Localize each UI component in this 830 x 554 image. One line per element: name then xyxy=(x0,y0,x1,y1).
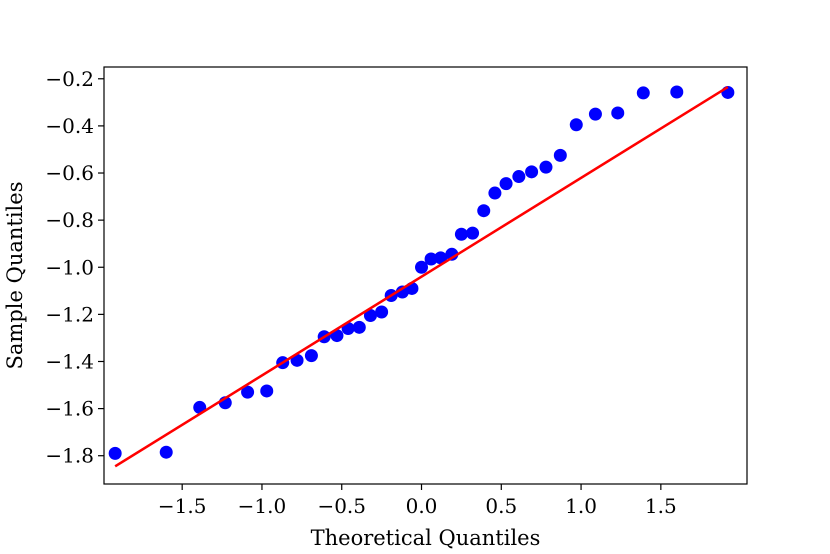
data-point xyxy=(415,260,429,274)
x-tick-label: 1.5 xyxy=(645,494,677,518)
data-point xyxy=(434,251,448,265)
data-point xyxy=(159,445,173,459)
data-point xyxy=(304,349,318,363)
data-point xyxy=(553,148,567,162)
x-tick-label: −1.0 xyxy=(238,494,287,518)
y-tick-label: −1.8 xyxy=(45,444,94,468)
y-tick-label: −0.8 xyxy=(45,208,94,232)
data-point xyxy=(352,320,366,334)
y-axis-label: Sample Quantiles xyxy=(3,182,27,370)
data-point xyxy=(525,165,539,179)
data-point xyxy=(670,85,684,99)
data-point xyxy=(375,305,389,319)
data-point xyxy=(445,247,459,261)
x-tick-label: −1.5 xyxy=(158,494,207,518)
y-axis-ticks: −0.2 −0.4 −0.6 −0.8 −1.0 −1.2 −1.4 −1.6 −1.8 xyxy=(45,67,104,468)
data-point xyxy=(499,177,513,191)
data-point xyxy=(611,106,625,120)
y-tick-label: −1.0 xyxy=(45,255,94,279)
y-tick-label: −1.4 xyxy=(45,349,94,373)
data-point xyxy=(488,186,502,200)
data-point xyxy=(241,385,255,399)
data-point xyxy=(512,170,526,184)
x-axis-ticks: −1.5 −1.0 −0.5 0.0 0.5 1.0 1.5 xyxy=(158,484,677,518)
data-point xyxy=(588,107,602,121)
y-tick-label: −0.6 xyxy=(45,161,94,185)
reference-line xyxy=(114,85,729,468)
data-marks xyxy=(108,85,735,468)
data-point xyxy=(636,86,650,100)
x-axis-label: Theoretical Quantiles xyxy=(311,526,541,550)
x-tick-label: −0.5 xyxy=(317,494,366,518)
data-point xyxy=(454,227,468,241)
x-tick-label: 1.0 xyxy=(565,494,597,518)
data-point xyxy=(108,446,122,460)
x-tick-label: 0.5 xyxy=(485,494,517,518)
y-tick-label: −1.2 xyxy=(45,302,94,326)
data-point xyxy=(477,204,491,218)
y-tick-label: −0.2 xyxy=(45,67,94,91)
data-point xyxy=(466,226,480,240)
data-point xyxy=(569,118,583,132)
y-tick-label: −1.6 xyxy=(45,397,94,421)
y-tick-label: −0.4 xyxy=(45,114,94,138)
plot-frame xyxy=(103,66,748,485)
data-point xyxy=(363,309,377,323)
data-point xyxy=(539,160,553,174)
data-point xyxy=(260,384,274,398)
x-tick-label: 0.0 xyxy=(406,494,438,518)
data-point xyxy=(424,252,438,266)
